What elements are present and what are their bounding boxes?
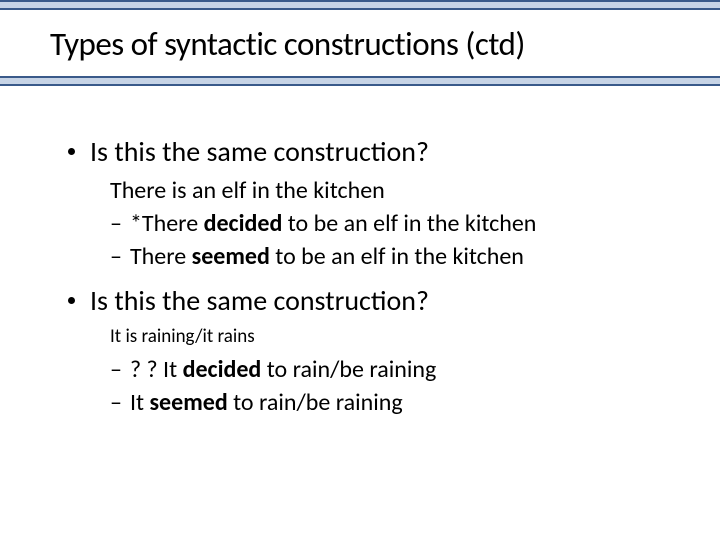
sub-bold: decided [183,355,262,384]
sub-item: – *There decided to be an elf in the kit… [110,208,670,239]
sub-text: ? ? It decided to rain/be raining [130,354,436,385]
bullet-marker [68,148,75,155]
sub-text: There seemed to be an elf in the kitchen [130,241,524,272]
top-decorative-band [0,0,720,10]
dash-marker: – [110,354,122,385]
sub-pre: There [130,242,192,271]
example-intro: It is raining/it rains [110,324,670,351]
sub-pre: ? ? It [130,355,183,384]
sub-bold: seemed [192,242,270,271]
sub-pre: It [130,388,150,417]
title-region: Types of syntactic constructions (ctd) [0,10,720,76]
bullet-item: Is this the same construction? [68,283,670,318]
bullet-text: Is this the same construction? [90,283,429,318]
sub-post: to rain/be raining [228,388,403,417]
sub-item: – It seemed to rain/be raining [110,387,670,418]
sub-post: to be an elf in the kitchen [270,242,524,271]
dash-marker: – [110,241,122,272]
sub-bold: decided [204,209,283,238]
sub-item: – There seemed to be an elf in the kitch… [110,241,670,272]
bullet-item: Is this the same construction? [68,134,670,169]
sub-post: to be an elf in the kitchen [282,209,536,238]
content-area: Is this the same construction? There is … [0,86,720,419]
example-intro: There is an elf in the kitchen [110,175,670,206]
dash-marker: – [110,387,122,418]
under-title-band [0,76,720,86]
bullet-text: Is this the same construction? [90,134,429,169]
sub-text: It seemed to rain/be raining [130,387,403,418]
dash-marker: – [110,208,122,239]
slide-title: Types of syntactic constructions (ctd) [50,24,680,64]
sub-pre: *There [130,209,204,238]
bullet-marker [68,297,75,304]
sub-bold: seemed [149,388,227,417]
sub-post: to rain/be raining [261,355,436,384]
sub-item: – ? ? It decided to rain/be raining [110,354,670,385]
sub-text: *There decided to be an elf in the kitch… [130,208,536,239]
